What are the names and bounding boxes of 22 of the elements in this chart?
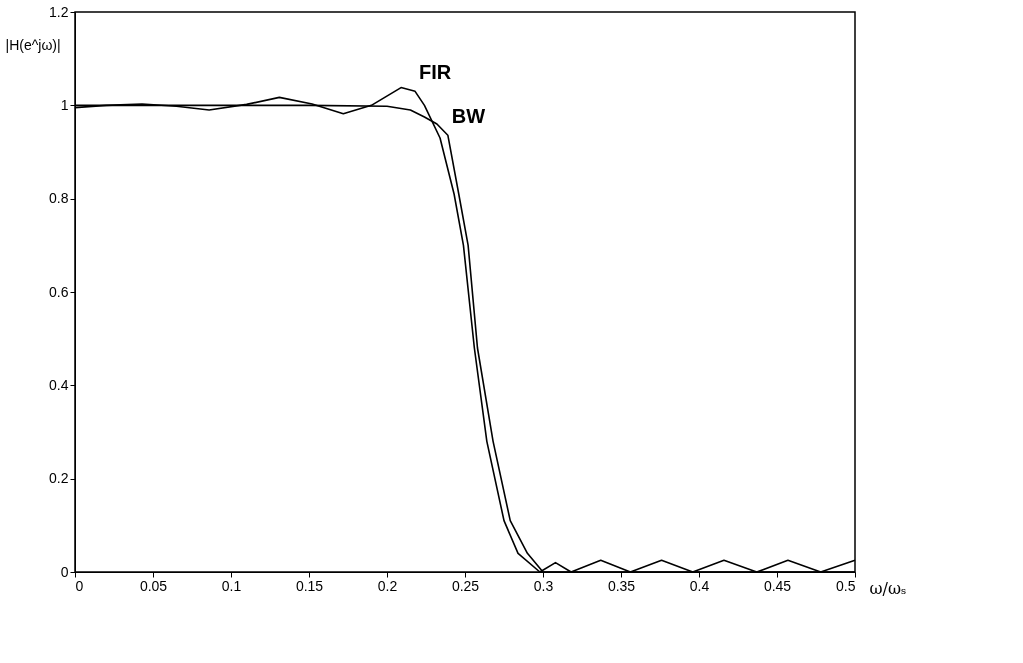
x-tick-label: 0.15	[295, 577, 324, 594]
y-tick-label: 0.6	[49, 283, 69, 300]
x-tick-label: 0.05	[139, 577, 168, 594]
y-tick-label: 0.8	[49, 190, 69, 207]
y-tick-label: 0.2	[49, 470, 69, 487]
x-tick-label: 0.2	[377, 577, 398, 594]
x-tick-label: 0.25	[451, 577, 480, 594]
x-tick-label: 0.3	[533, 577, 554, 594]
x-tick-label: 0.45	[763, 577, 792, 594]
y-tick-label: 0.4	[49, 376, 69, 393]
x-tick-label: 0.35	[607, 577, 636, 594]
x-tick-label: 0	[75, 577, 84, 594]
y-tick-label: 1.2	[49, 3, 69, 20]
x-axis-title: ω/ωₛ	[869, 578, 907, 598]
y-tick-label: 0	[60, 563, 69, 580]
x-tick-label: 0.1	[221, 577, 242, 594]
y-axis-title: |H(e^jω)|	[5, 36, 61, 53]
annotation: FIR	[419, 61, 452, 84]
x-tick-label: 0.4	[689, 577, 710, 594]
annotation: BW	[451, 105, 486, 128]
y-tick-label: 1	[60, 96, 69, 113]
x-tick-label: 0.5	[836, 577, 856, 594]
